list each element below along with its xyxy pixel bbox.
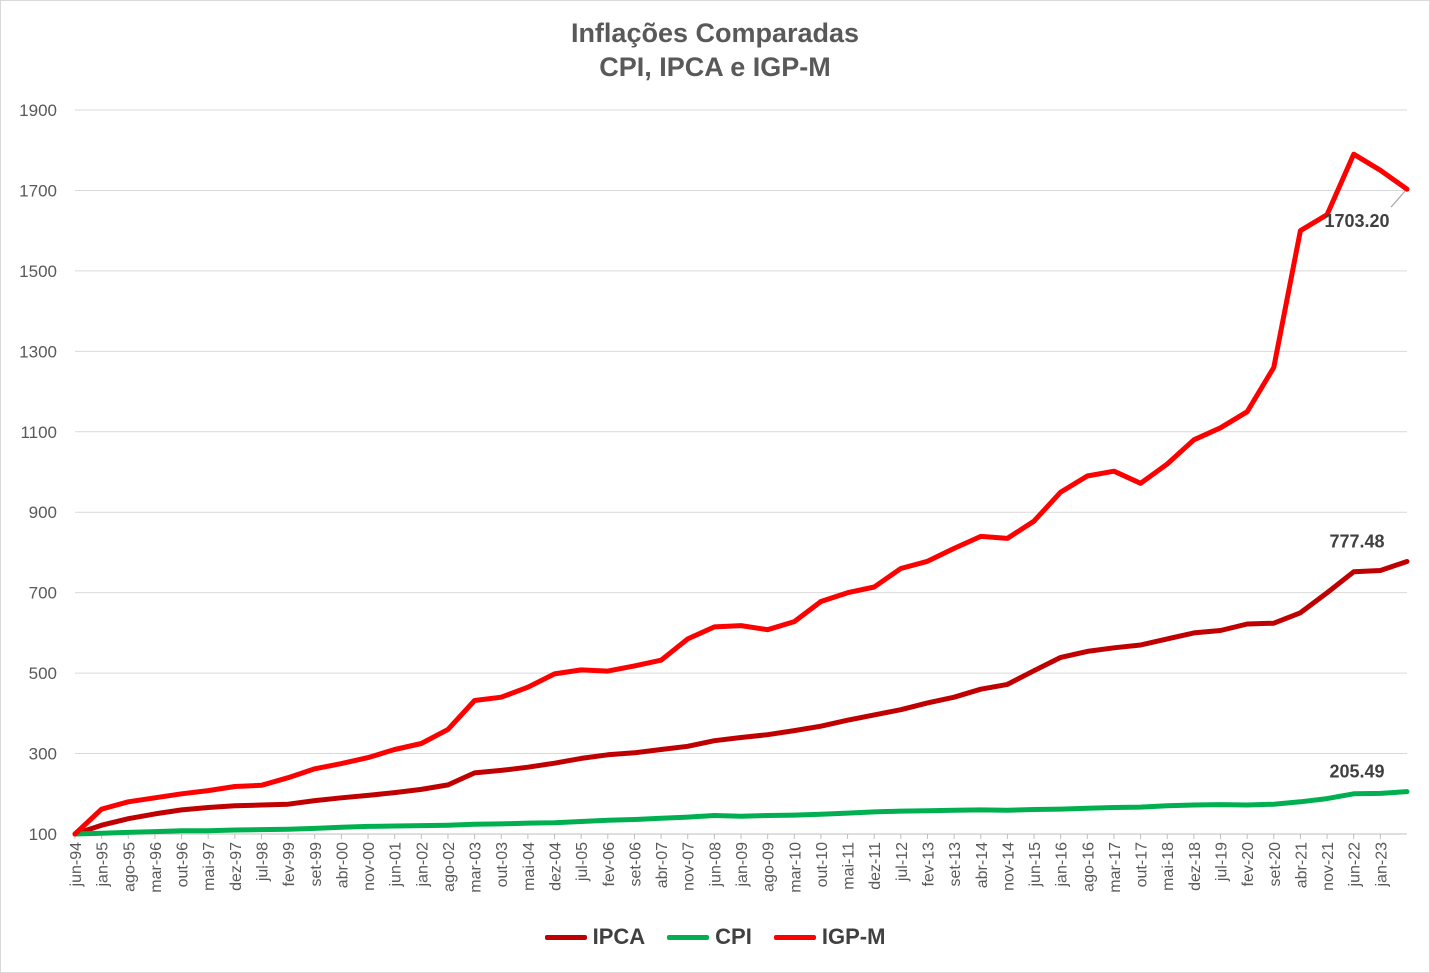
legend-item-cpi: CPI (667, 924, 752, 950)
legend-swatch-igpm (773, 934, 816, 940)
x-tick-label: dez-18 (1187, 842, 1204, 891)
chart-legend: IPCA CPI IGP-M (0, 924, 1430, 950)
x-tick-label: jun-08 (707, 842, 724, 888)
legend-label-ipca: IPCA (592, 924, 646, 949)
x-tick-label: fev-20 (1240, 842, 1257, 887)
x-tick-label: jun-22 (1347, 842, 1364, 888)
x-tick-label: mai-97 (201, 842, 218, 891)
x-tick-label: mai-18 (1160, 842, 1177, 891)
data-label-igpm: 1703.20 (1324, 211, 1389, 231)
x-tick-label: jul-05 (574, 842, 591, 882)
legend-item-ipca: IPCA (544, 924, 646, 950)
data-label-ipca: 777.48 (1329, 532, 1384, 552)
x-tick-label: set-99 (308, 842, 325, 887)
series-line-igpm (72, 151, 1410, 837)
y-tick-label: 300 (29, 745, 57, 764)
x-tick-label: mar-96 (148, 842, 165, 893)
x-tick-label: abr-00 (334, 842, 351, 888)
x-tick-label: jan-16 (1054, 842, 1071, 888)
data-label-cpi: 205.49 (1329, 762, 1384, 782)
chart-title: Inflações Comparadas (570, 18, 860, 48)
x-tick-label: jan-23 (1373, 842, 1390, 888)
x-tick-label: out-17 (1134, 842, 1151, 887)
x-tick-label: dez-11 (867, 842, 884, 890)
x-tick-label: mar-03 (468, 842, 485, 893)
y-tick-label: 1100 (20, 423, 57, 442)
x-tick-label: out-96 (175, 842, 192, 887)
y-tick-label: 900 (29, 503, 57, 522)
x-tick-label: set-06 (627, 842, 644, 887)
x-tick-label: mai-04 (521, 842, 538, 891)
x-tick-label: set-20 (1267, 842, 1284, 887)
x-tick-label: fev-06 (601, 842, 618, 887)
x-tick-label: ago-16 (1080, 842, 1097, 892)
y-tick-label: 500 (29, 664, 57, 683)
x-tick-label: out-03 (494, 842, 511, 887)
chart-subtitle: CPI, IPCA e IGP-M (599, 52, 831, 82)
x-tick-label: dez-04 (548, 842, 565, 891)
y-tick-label: 1300 (19, 342, 57, 361)
x-tick-label: abr-21 (1293, 842, 1310, 888)
y-tick-label: 700 (29, 584, 57, 603)
legend-label-cpi: CPI (715, 924, 752, 949)
x-tick-label: ago-09 (761, 842, 778, 892)
series-line-cpi (72, 789, 1410, 837)
legend-swatch-ipca (544, 934, 587, 940)
x-tick-label: mar-17 (1107, 842, 1124, 893)
x-tick-label: ago-02 (441, 842, 458, 892)
x-tick-label: jun-94 (68, 842, 85, 888)
x-tick-label: fev-13 (920, 842, 937, 887)
legend-label-igpm: IGP-M (821, 924, 886, 949)
y-tick-label: 100 (29, 825, 57, 844)
x-tick-label: abr-07 (654, 842, 671, 888)
x-tick-label: jan-09 (734, 842, 751, 888)
x-tick-label: jul-12 (894, 842, 911, 882)
y-tick-label: 1900 (19, 101, 57, 120)
x-tick-label: mai-11 (841, 842, 858, 890)
x-tick-label: mar-10 (787, 842, 804, 893)
x-tick-label: nov-14 (1000, 842, 1017, 891)
legend-swatch-cpi (667, 934, 710, 940)
x-tick-label: jan-02 (414, 842, 431, 888)
x-tick-label: jul-98 (254, 842, 271, 882)
x-tick-label: jun-01 (388, 842, 405, 888)
legend-item-igpm: IGP-M (773, 924, 886, 950)
x-tick-label: fev-99 (281, 842, 298, 887)
x-tick-label: jun-15 (1027, 842, 1044, 888)
x-tick-label: jan-95 (95, 842, 112, 888)
x-tick-label: nov-00 (361, 842, 378, 891)
y-tick-label: 1500 (19, 262, 57, 281)
data-label-leader (1390, 190, 1406, 208)
y-tick-label: 1700 (19, 181, 57, 200)
x-tick-label: nov-21 (1320, 842, 1337, 891)
x-tick-label: abr-14 (974, 842, 991, 888)
x-tick-label: out-10 (814, 842, 831, 887)
x-tick-label: ago-95 (121, 842, 138, 892)
x-tick-label: jul-19 (1214, 842, 1231, 882)
x-tick-label: dez-97 (228, 842, 245, 891)
x-tick-label: nov-07 (681, 842, 698, 891)
x-tick-label: set-13 (947, 842, 964, 887)
series-line-ipca (72, 559, 1410, 837)
